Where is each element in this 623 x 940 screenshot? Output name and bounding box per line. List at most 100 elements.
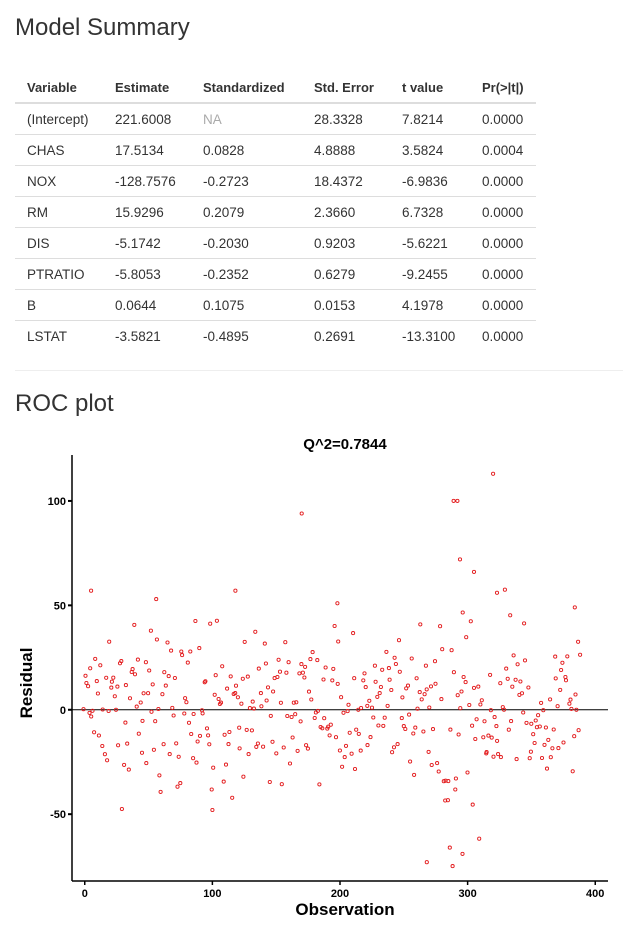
y-tick-label: 50 <box>54 600 66 612</box>
residual-point <box>225 686 230 691</box>
residual-point <box>384 649 389 654</box>
residual-point <box>544 766 550 771</box>
residual-point <box>362 671 367 676</box>
residual-point <box>460 851 465 856</box>
residual-point <box>197 646 202 651</box>
residual-point <box>113 707 119 712</box>
residual-point <box>470 723 475 728</box>
residual-point <box>115 684 120 689</box>
residual-point <box>400 695 405 700</box>
residual-point <box>505 676 510 681</box>
residual-point <box>92 730 97 735</box>
residual-point <box>514 757 519 762</box>
table-cell: DIS <box>15 227 103 259</box>
residual-point <box>218 700 224 705</box>
x-tick-label: 200 <box>331 888 349 900</box>
residual-point <box>81 707 86 712</box>
residual-point <box>407 712 412 717</box>
residual-point <box>237 746 242 751</box>
table-cell: -13.3100 <box>390 320 470 351</box>
residual-point <box>166 674 171 679</box>
table-cell: 221.6008 <box>103 102 191 135</box>
table-cell: 18.4372 <box>302 165 390 197</box>
residual-point <box>409 656 414 661</box>
residual-point <box>132 672 138 677</box>
residual-point <box>275 674 280 680</box>
residual-point <box>467 702 472 708</box>
residual-point <box>371 715 376 720</box>
residual-point <box>389 687 394 693</box>
residual-point <box>333 735 339 740</box>
residual-point <box>465 770 470 775</box>
residual-point <box>551 727 556 732</box>
table-cell: NOX <box>15 165 103 197</box>
residual-point <box>565 654 570 659</box>
table-header-row: Variable Estimate Standardized Std. Erro… <box>15 70 536 104</box>
residual-point <box>443 778 448 783</box>
residual-point <box>363 685 368 690</box>
residual-point <box>443 798 448 803</box>
residual-point <box>134 704 139 709</box>
table-cell: 2.3660 <box>302 196 390 228</box>
residual-point <box>210 807 215 813</box>
residual-point <box>381 723 386 728</box>
residual-point <box>127 696 133 701</box>
residual-point <box>484 750 489 755</box>
residual-point <box>373 679 378 684</box>
residual-point <box>531 732 536 737</box>
residual-point <box>542 742 547 747</box>
residual-point <box>154 597 159 602</box>
residual-point <box>522 658 528 663</box>
residual-point <box>456 732 461 737</box>
table-cell: 0.0000 <box>470 258 536 290</box>
table-cell: 4.8888 <box>302 134 390 166</box>
residual-point <box>241 774 246 779</box>
residual-point <box>356 707 361 712</box>
residual-point <box>258 691 263 696</box>
residual-point <box>172 675 177 681</box>
table-cell: RM <box>15 196 103 228</box>
residual-point <box>308 657 313 662</box>
residual-point <box>539 755 545 761</box>
table-cell: 0.2079 <box>191 196 302 228</box>
residual-point <box>208 621 213 626</box>
residual-point <box>429 762 434 768</box>
residual-point <box>451 670 456 675</box>
residual-point <box>227 729 232 735</box>
table-cell: 0.1075 <box>191 289 302 321</box>
table-cell: 28.3328 <box>302 102 390 135</box>
residual-point <box>139 750 145 755</box>
residual-point <box>144 761 149 766</box>
table-cell: 0.2691 <box>302 320 390 351</box>
residual-point <box>186 720 192 725</box>
residual-point <box>563 674 568 680</box>
residual-point <box>474 717 479 722</box>
residual-point <box>184 700 189 705</box>
residual-point <box>240 676 245 681</box>
residual-point <box>244 727 249 732</box>
residual-point <box>572 605 577 610</box>
residual-point <box>317 782 322 787</box>
residual-point <box>214 618 219 623</box>
residual-point <box>109 685 114 690</box>
table-cell: -5.1742 <box>103 227 191 259</box>
y-tick-label: 0 <box>60 705 66 717</box>
residual-point <box>390 750 395 755</box>
table-cell: 15.9296 <box>103 196 191 228</box>
residual-point <box>508 613 513 618</box>
y-tick-label: -50 <box>50 809 66 821</box>
residual-point <box>543 725 548 730</box>
residual-point <box>446 779 451 784</box>
residual-point <box>445 798 450 803</box>
residual-point <box>541 708 546 713</box>
residual-point <box>491 754 496 759</box>
residual-point <box>261 744 266 749</box>
residual-point <box>494 724 499 729</box>
residual-point <box>98 663 103 668</box>
residual-point <box>553 676 558 681</box>
residual-point <box>251 706 256 711</box>
residual-point <box>304 743 309 748</box>
residual-point <box>297 671 302 676</box>
residual-point <box>335 681 340 686</box>
residual-point <box>486 733 491 738</box>
